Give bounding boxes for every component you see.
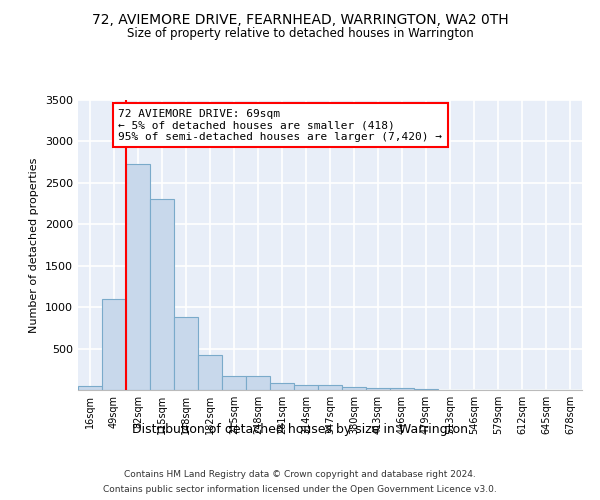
Text: 72 AVIEMORE DRIVE: 69sqm
← 5% of detached houses are smaller (418)
95% of semi-d: 72 AVIEMORE DRIVE: 69sqm ← 5% of detache… [118,108,442,142]
Bar [270,382,294,390]
Bar [126,164,150,390]
Bar [318,386,342,390]
Text: 72, AVIEMORE DRIVE, FEARNHEAD, WARRINGTON, WA2 0TH: 72, AVIEMORE DRIVE, FEARNHEAD, WARRINGTO… [92,12,508,26]
Text: Contains public sector information licensed under the Open Government Licence v3: Contains public sector information licen… [103,485,497,494]
Text: Size of property relative to detached houses in Warrington: Size of property relative to detached ho… [127,28,473,40]
Bar [390,388,414,390]
Bar [150,200,174,390]
Bar [102,299,126,390]
Text: Distribution of detached houses by size in Warrington: Distribution of detached houses by size … [132,422,468,436]
Bar [174,317,198,390]
Bar [342,386,366,390]
Text: Contains HM Land Registry data © Crown copyright and database right 2024.: Contains HM Land Registry data © Crown c… [124,470,476,479]
Bar [294,384,318,390]
Bar [222,376,246,390]
Bar [366,388,390,390]
Bar [198,355,222,390]
Bar [414,389,438,390]
Y-axis label: Number of detached properties: Number of detached properties [29,158,40,332]
Bar [78,386,102,390]
Bar [246,376,270,390]
